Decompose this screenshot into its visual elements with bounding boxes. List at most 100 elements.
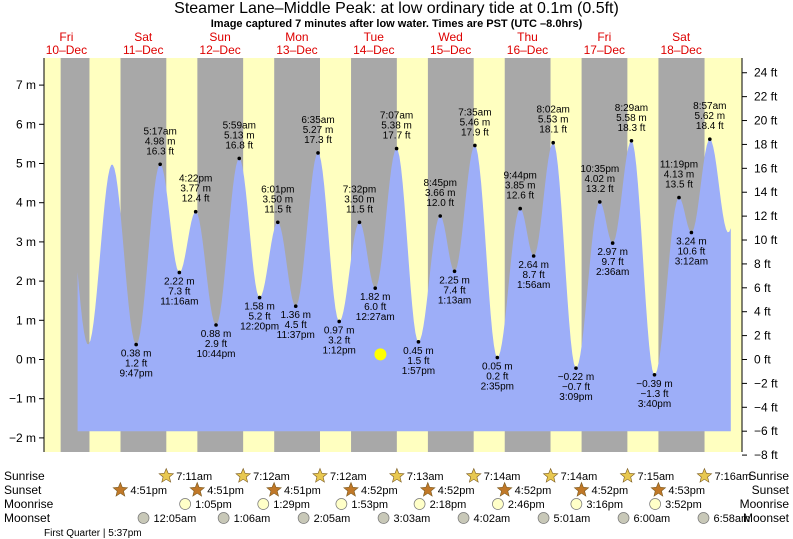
y-tick-label-m: 3 m	[16, 235, 36, 249]
y-tick-label-m: 6 m	[16, 117, 36, 131]
moonset-icon	[137, 512, 150, 524]
tide-extreme-label: 3:40pm	[638, 399, 671, 410]
tide-extreme-label: 10.6 ft	[678, 246, 706, 257]
sunrise-time: 7:16am	[714, 471, 751, 483]
sunrise-time: 7:14am	[561, 471, 598, 483]
y-tick-label-ft: −2 ft	[754, 376, 778, 390]
tide-extreme-point	[237, 156, 242, 161]
moonset-time: 4:02am	[474, 513, 511, 525]
tide-extreme-label: 11.5 ft	[346, 204, 373, 215]
moonset-time: 5:01am	[554, 513, 591, 525]
y-tick-label-ft: 0 ft	[754, 353, 771, 367]
tide-extreme-point	[452, 269, 457, 274]
tide-extreme-point	[597, 200, 602, 204]
day-date-label: 11–Dec	[123, 43, 163, 57]
tide-extreme-label: 9:47pm	[119, 369, 152, 380]
tide-extreme-label: 3.77 m	[180, 184, 211, 195]
moonrise-icon	[649, 498, 661, 510]
sunset-star-icon	[496, 481, 513, 497]
tide-extreme-label: 5.13 m	[224, 130, 255, 141]
tide-extreme-point	[531, 254, 536, 258]
tide-extreme-point	[373, 286, 378, 290]
sun-star-icon	[465, 467, 482, 483]
moonrise-row-label-left: Moonrise	[4, 497, 54, 511]
sunrise-time: 7:14am	[484, 471, 521, 483]
moonrise-row-label-right: Moonrise	[740, 497, 790, 511]
tide-extreme-point	[574, 366, 578, 370]
tide-extreme-label: 1.2 ft	[125, 359, 147, 370]
tide-extreme-label: 2.97 m	[597, 247, 628, 258]
tide-extreme-label: 17.9 ft	[461, 127, 489, 138]
tide-extreme-point	[495, 355, 500, 360]
tide-extreme-label: 10:44pm	[197, 349, 236, 360]
sunset-time: 4:51pm	[130, 485, 167, 497]
tide-extreme-point	[134, 342, 138, 347]
tide-extreme-label: 2.25 m	[439, 275, 470, 286]
moonset-icon	[537, 512, 550, 524]
day-date-label: 15–Dec	[430, 43, 471, 57]
sunset-time: 4:52pm	[438, 485, 475, 497]
tide-extreme-label: 0.45 m	[403, 346, 434, 357]
tide-extreme-label: 3.24 m	[676, 236, 707, 247]
tide-extreme-label: 2.22 m	[164, 276, 195, 287]
sunset-star-icon	[419, 481, 436, 497]
day-of-week-label: Tue	[364, 30, 385, 44]
sunrise-time: 7:12am	[330, 471, 367, 483]
tide-extreme-label: 13.2 ft	[586, 184, 614, 195]
moonset-icon	[297, 512, 310, 524]
sunset-star-icon	[343, 481, 359, 497]
tide-extreme-label: 7:07am	[380, 111, 413, 122]
moonrise-time: 2:46pm	[508, 499, 545, 511]
chart-subtitle: Image captured 7 minutes after low water…	[210, 18, 583, 30]
day-of-week-label: Fri	[597, 30, 611, 44]
tide-extreme-point	[629, 138, 634, 143]
y-tick-label-m: −2 m	[9, 431, 36, 445]
moonset-time: 1:06am	[234, 513, 271, 525]
tide-extreme-label: 2:35pm	[481, 382, 514, 393]
tide-area	[77, 139, 731, 432]
tide-extreme-point	[416, 340, 421, 344]
tide-extreme-label: 4.02 m	[584, 174, 615, 185]
sun-star-icon	[158, 467, 175, 483]
y-tick-label-ft: 8 ft	[754, 257, 771, 271]
tide-extreme-point	[275, 220, 280, 225]
tide-extreme-label: 18.3 ft	[618, 123, 646, 134]
tide-extreme-label: 12.0 ft	[426, 198, 454, 209]
moonrise-time: 3:52pm	[665, 499, 702, 511]
tide-extreme-label: 2.64 m	[518, 260, 549, 271]
tide-extreme-label: 5.27 m	[303, 125, 334, 136]
moonset-icon	[617, 512, 630, 524]
tide-extreme-label: 4.5 ft	[285, 320, 307, 331]
y-tick-label-ft: 4 ft	[754, 305, 771, 319]
tide-extreme-label: 1:57pm	[402, 366, 435, 377]
tide-extreme-point	[610, 241, 615, 245]
day-of-week-label: Sat	[672, 30, 691, 44]
tide-extreme-label: 8:45pm	[424, 178, 457, 189]
tide-extreme-point	[473, 143, 477, 148]
tide-extreme-label: 7:35am	[458, 107, 491, 118]
moonrise-time: 3:16pm	[586, 499, 623, 511]
moonset-icon	[217, 512, 230, 524]
sun-star-icon	[389, 467, 405, 483]
day-of-week-label: Thu	[517, 30, 538, 44]
sunset-time: 4:53pm	[668, 485, 705, 497]
moonset-time: 6:00am	[634, 513, 671, 525]
day-of-week-label: Fri	[59, 30, 73, 44]
tide-extreme-label: 12.4 ft	[182, 194, 210, 205]
tide-extreme-point	[293, 304, 298, 308]
moon-phase-label: First Quarter | 5:37pm	[44, 528, 142, 539]
sun-star-icon	[235, 467, 252, 483]
tide-extreme-point	[158, 162, 162, 167]
day-of-week-label: Wed	[438, 30, 462, 44]
tide-extreme-label: 3.50 m	[344, 194, 375, 205]
day-date-label: 17–Dec	[584, 43, 625, 57]
moonset-row-label-left: Moonset	[4, 511, 51, 525]
tide-extreme-label: 5.53 m	[538, 115, 569, 126]
tide-extreme-point	[551, 140, 555, 145]
moonset-icon	[377, 512, 390, 524]
tide-extreme-label: 3:09pm	[559, 392, 592, 403]
y-tick-label-ft: 16 ft	[754, 161, 778, 175]
tide-extreme-label: 0.88 m	[201, 329, 232, 340]
tide-extreme-label: −0.39 m	[636, 379, 672, 390]
y-tick-label-ft: 12 ft	[754, 209, 778, 223]
